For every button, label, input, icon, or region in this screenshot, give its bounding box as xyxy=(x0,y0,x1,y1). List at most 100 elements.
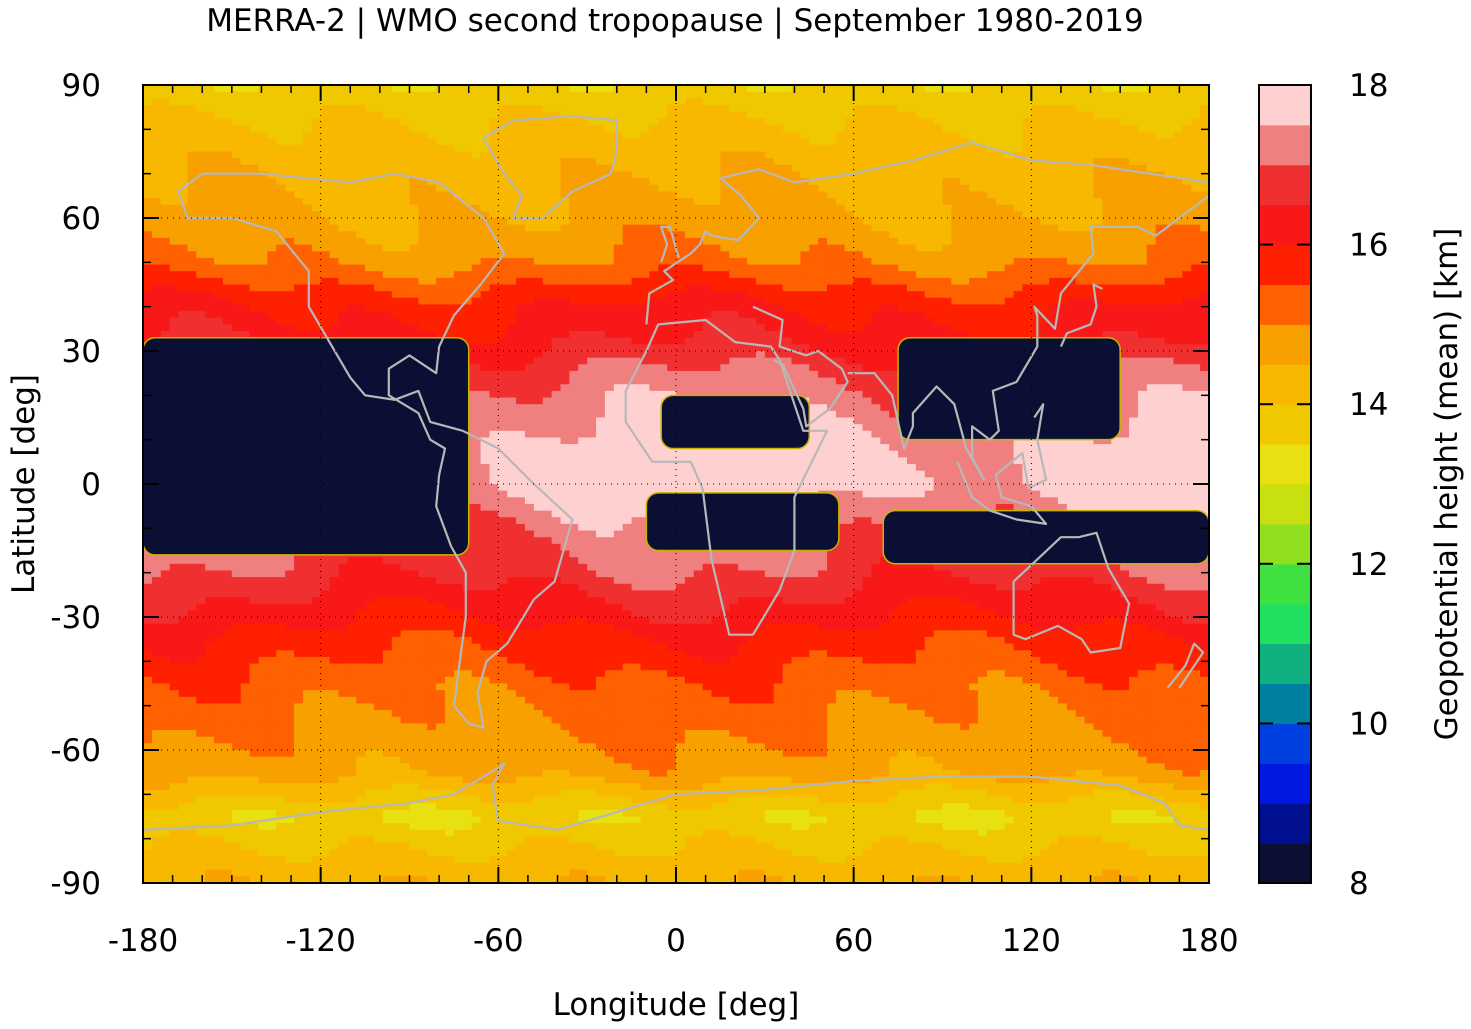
heatmap-cell xyxy=(311,104,322,113)
heatmap-cell xyxy=(471,237,482,246)
heatmap-cell xyxy=(800,271,810,279)
heatmap-cell xyxy=(267,91,277,99)
heatmap-cell xyxy=(720,297,730,306)
heatmap-cell xyxy=(231,171,242,179)
heatmap-cell xyxy=(240,297,251,306)
heatmap-cell xyxy=(702,158,713,166)
heatmap-cell xyxy=(1102,317,1112,325)
heatmap-cell xyxy=(285,211,295,219)
heatmap-cell xyxy=(311,164,322,173)
heatmap-cell xyxy=(409,184,419,192)
heatmap-cell xyxy=(649,344,659,352)
heatmap-cell xyxy=(569,91,579,99)
heatmap-cell xyxy=(214,317,224,325)
heatmap-cell xyxy=(205,231,215,239)
heatmap-cell xyxy=(276,184,286,192)
heatmap-cell xyxy=(427,138,437,146)
heatmap-cell xyxy=(196,98,206,106)
heatmap-cell xyxy=(604,144,615,153)
heatmap-cell xyxy=(809,171,819,179)
heatmap-cell xyxy=(924,204,935,212)
heatmap-cell xyxy=(533,211,544,219)
heatmap-cell xyxy=(569,224,579,232)
heatmap-cell xyxy=(1182,198,1192,206)
heatmap-cell xyxy=(631,284,642,292)
heatmap-cell xyxy=(853,271,864,279)
heatmap-cell xyxy=(640,304,650,312)
heatmap-cell xyxy=(436,257,446,266)
heatmap-cell xyxy=(169,244,180,252)
heatmap-cell xyxy=(1040,91,1050,99)
heatmap-cell xyxy=(622,191,633,199)
heatmap-cell xyxy=(1111,191,1121,199)
heatmap-cell xyxy=(738,144,748,153)
heatmap-cell xyxy=(294,151,304,159)
heatmap-cell xyxy=(986,291,997,299)
heatmap-cell xyxy=(240,251,251,259)
heatmap-cell xyxy=(1031,85,1041,93)
heatmap-cell xyxy=(889,317,899,325)
heatmap-cell xyxy=(702,98,713,106)
heatmap-cell xyxy=(676,337,686,345)
heatmap-cell xyxy=(1004,104,1015,113)
heatmap-cell xyxy=(267,98,277,106)
heatmap-cell xyxy=(729,264,739,272)
heatmap-cell xyxy=(542,138,553,146)
heatmap-cell xyxy=(462,171,473,179)
heatmap-cell xyxy=(942,271,952,279)
heatmap-cell xyxy=(214,91,224,99)
heatmap-cell xyxy=(551,164,562,173)
heatmap-cell xyxy=(542,324,553,332)
heatmap-cell xyxy=(738,124,748,133)
heatmap-cell xyxy=(178,311,189,319)
heatmap-cell xyxy=(365,111,375,119)
heatmap-cell xyxy=(524,237,535,246)
heatmap-cell xyxy=(196,291,206,299)
heatmap-cell xyxy=(951,257,961,266)
heatmap-cell xyxy=(702,337,713,345)
heatmap-cell xyxy=(809,91,819,99)
heatmap-cell xyxy=(471,244,482,252)
heatmap-cell xyxy=(418,85,428,93)
heatmap-cell xyxy=(1191,317,1201,325)
heatmap-cell xyxy=(1049,131,1059,139)
heatmap-cell xyxy=(524,351,535,359)
heatmap-cell xyxy=(160,231,171,239)
heatmap-cell xyxy=(1191,144,1201,153)
heatmap-cell xyxy=(169,251,180,259)
heatmap-cell xyxy=(453,131,464,139)
heatmap-cell xyxy=(542,304,553,312)
heatmap-cell xyxy=(569,178,579,186)
heatmap-cell xyxy=(924,111,935,119)
heatmap-cell xyxy=(249,118,260,126)
heatmap-cell xyxy=(711,317,722,325)
heatmap-cell xyxy=(222,104,233,113)
heatmap-cell xyxy=(409,131,419,139)
heatmap-cell xyxy=(143,164,153,173)
heatmap-cell xyxy=(524,218,535,226)
heatmap-cell xyxy=(373,118,384,126)
heatmap-cell xyxy=(445,304,455,312)
heatmap-cell xyxy=(1102,311,1112,319)
heatmap-cell xyxy=(1111,237,1121,246)
heatmap-cell xyxy=(853,158,864,166)
heatmap-cell xyxy=(1031,231,1041,239)
heatmap-cell xyxy=(649,204,659,212)
heatmap-cell xyxy=(169,231,180,239)
heatmap-cell xyxy=(294,178,304,186)
heatmap-cell xyxy=(196,317,206,325)
heatmap-cell xyxy=(489,251,499,259)
heatmap-cell xyxy=(160,204,171,212)
heatmap-cell xyxy=(1146,337,1157,345)
heatmap-cell xyxy=(231,158,242,166)
heatmap-cell xyxy=(1057,184,1068,192)
heatmap-cell xyxy=(809,331,819,339)
heatmap-cell xyxy=(1093,231,1103,239)
heatmap-cell xyxy=(480,171,491,179)
heatmap-cell xyxy=(978,104,988,113)
heatmap-cell xyxy=(1200,251,1209,259)
heatmap-cell xyxy=(320,138,331,146)
heatmap-cell xyxy=(471,291,482,299)
heatmap-cell xyxy=(1093,251,1103,259)
heatmap-cell xyxy=(818,264,828,272)
